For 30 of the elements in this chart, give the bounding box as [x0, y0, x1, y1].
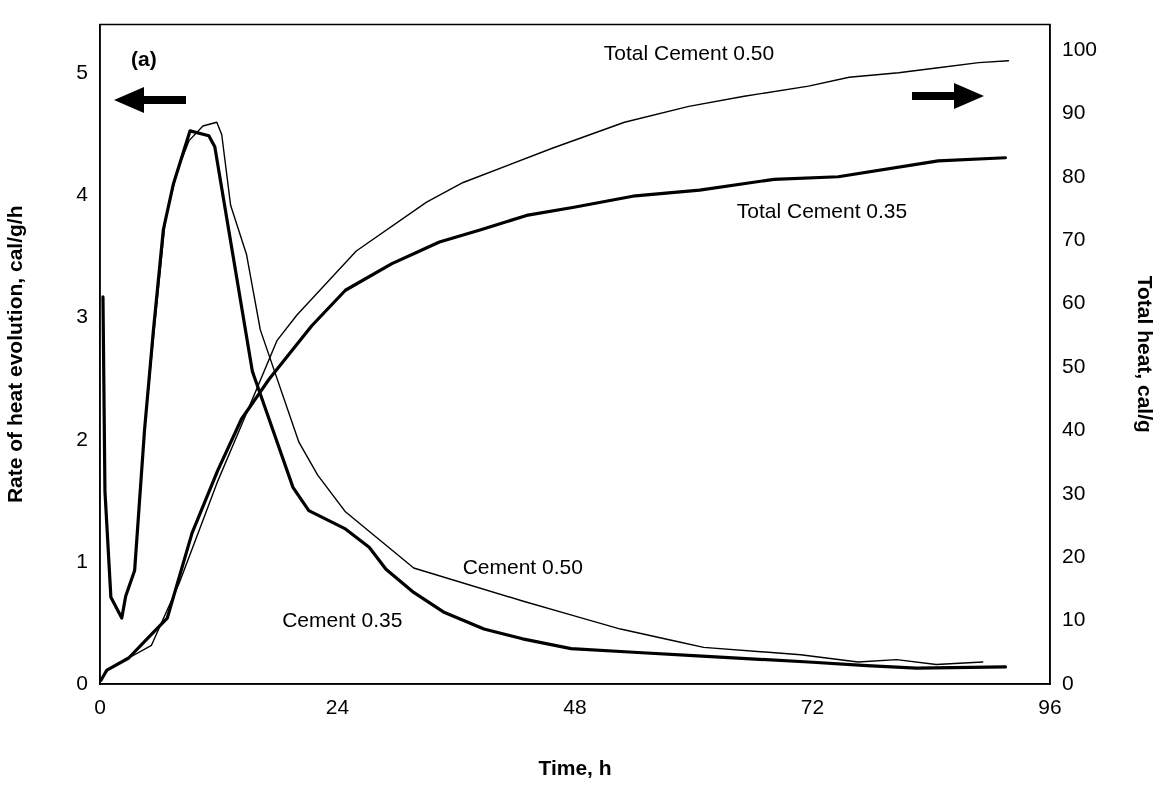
y-tick-label: 2: [76, 426, 88, 450]
y2-tick-label: 80: [1062, 163, 1086, 187]
y2-tick-label: 20: [1062, 543, 1086, 567]
series-label: Cement 0.35: [282, 608, 403, 632]
annotation: (a): [131, 47, 157, 71]
y-tick-label: 0: [76, 670, 88, 694]
x-tick-label: 0: [94, 695, 106, 719]
series-label: Cement 0.50: [462, 555, 583, 579]
y-axis-title: Rate of heat evolution, cal/g/h: [3, 205, 27, 504]
y2-tick-label: 40: [1062, 417, 1086, 441]
y2-axis-title: Total heat, cal/g: [1133, 275, 1157, 433]
y2-tick-label: 60: [1062, 290, 1086, 314]
y-tick-label: 5: [76, 60, 88, 84]
series-label: Total Cement 0.50: [603, 41, 775, 65]
series-label: Total Cement 0.35: [736, 199, 908, 223]
y2-tick-label: 90: [1062, 100, 1086, 124]
y2-tick-label: 70: [1062, 226, 1086, 250]
y-tick-label: 3: [76, 304, 88, 328]
x-axis-title: Time, h: [538, 756, 612, 780]
x-tick-label: 96: [1038, 695, 1062, 719]
x-tick-label: 48: [563, 695, 587, 719]
y2-tick-label: 100: [1062, 36, 1098, 60]
y2-tick-label: 50: [1062, 353, 1086, 377]
y2-tick-label: 30: [1062, 480, 1086, 504]
x-tick-label: 24: [325, 695, 350, 719]
y2-tick-label: 10: [1062, 607, 1086, 631]
y2-tick-label: 0: [1062, 670, 1074, 694]
y-tick-label: 1: [76, 548, 88, 572]
y-tick-label: 4: [76, 182, 89, 206]
x-tick-label: 72: [800, 695, 825, 719]
